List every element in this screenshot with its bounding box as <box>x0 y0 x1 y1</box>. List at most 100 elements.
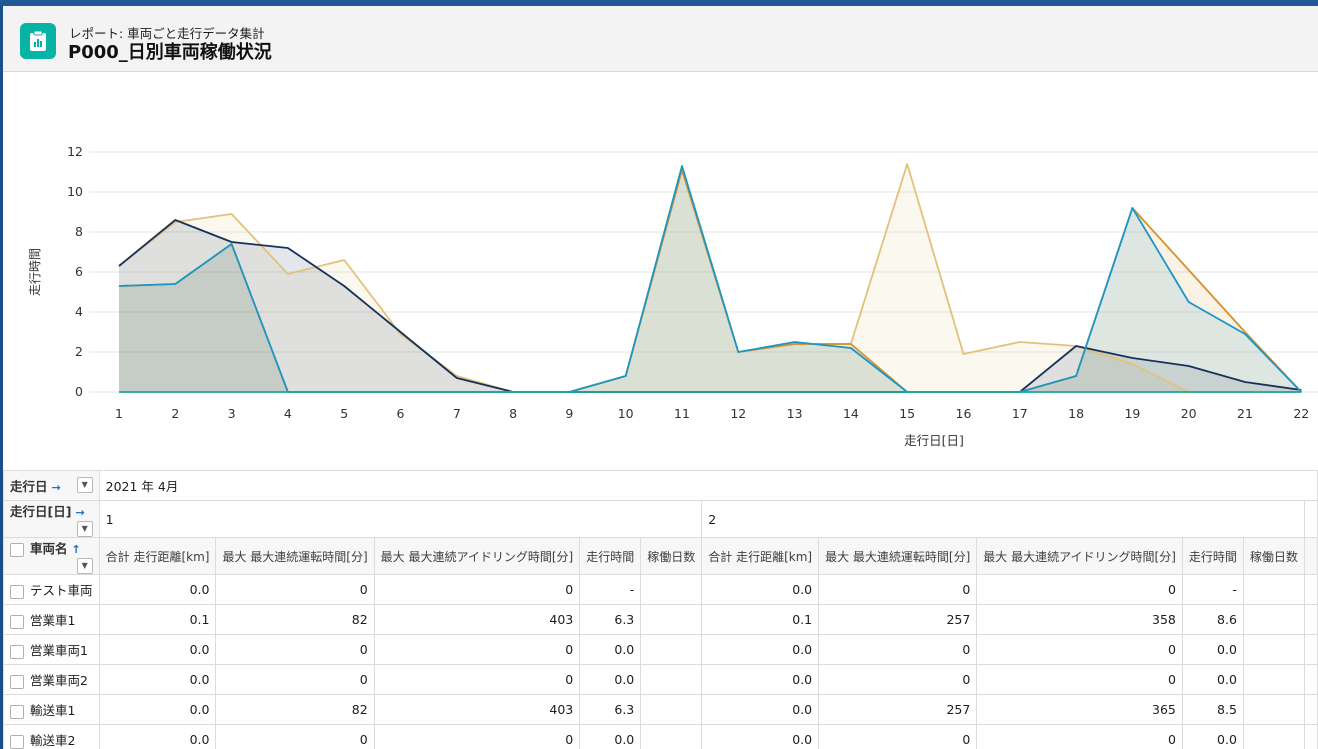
value-cell <box>640 634 703 665</box>
row-checkbox[interactable] <box>10 674 24 689</box>
x-tick-label: 4 <box>284 406 292 421</box>
value-cell: 365 <box>976 694 1183 725</box>
sort-up-icon[interactable]: ↑ <box>71 543 81 556</box>
value-cell-next <box>1303 664 1318 695</box>
x-tick-label: 5 <box>340 406 348 421</box>
row-name-cell[interactable]: テスト車両 <box>3 574 100 605</box>
row-name-cell[interactable]: 輸送車1 <box>3 694 100 725</box>
y-tick-label: 0 <box>75 384 83 399</box>
value-cell: 0 <box>818 724 978 749</box>
value-cell: 0.0 <box>701 634 820 665</box>
row-checkbox[interactable] <box>10 734 24 749</box>
table-body: テスト車両 0.0 0 0-0.0 0 0- 営業車1 0.1 82 403 6.3 0.1 257 35… <box>3 574 1318 749</box>
value-cell-next <box>1303 724 1318 749</box>
col-header-max-drive[interactable]: 最大 最大連続運転時間[分] <box>818 537 978 575</box>
value-cell: 0 <box>976 574 1183 605</box>
value-cell: 358 <box>976 604 1183 635</box>
col-header-days[interactable]: 稼働日数 <box>1242 537 1305 575</box>
table-row[interactable]: 輸送車1 0.0 82 403 6.3 0.0 257 365 8.5 <box>3 694 1318 725</box>
value-cell: 0.1 <box>701 604 820 635</box>
value-cell: 82 <box>215 604 375 635</box>
col-header-next <box>1303 537 1318 575</box>
col-header-drive-time[interactable]: 走行時間 <box>579 537 642 575</box>
x-tick-label: 7 <box>453 406 461 421</box>
chevron-down-icon[interactable]: ▼ <box>76 477 93 493</box>
value-cell: 6.3 <box>579 694 642 725</box>
x-tick-label: 22 <box>1293 406 1309 421</box>
x-tick-label: 11 <box>674 406 690 421</box>
group-row-date-header[interactable]: 走行日 → ▼ <box>3 470 100 501</box>
table-row[interactable]: 営業車両1 0.0 0 0 0.0 0.0 0 0 0.0 <box>3 634 1318 665</box>
x-tick-label: 20 <box>1181 406 1197 421</box>
name-column-header[interactable]: 車両名 ↑ ▼ <box>3 537 100 575</box>
x-tick-label: 14 <box>843 406 859 421</box>
x-tick-label: 21 <box>1237 406 1253 421</box>
value-cell <box>1242 664 1305 695</box>
value-cell: 0 <box>976 724 1183 749</box>
vehicle-name: 営業車1 <box>30 613 76 628</box>
value-cell: 0.0 <box>98 634 217 665</box>
value-cell: 8.5 <box>1181 694 1244 725</box>
vehicle-name: テスト車両 <box>30 583 93 598</box>
value-cell: 0.0 <box>579 724 642 749</box>
value-cell: - <box>1181 574 1244 605</box>
value-cell <box>640 664 703 695</box>
vehicle-name: 輸送車2 <box>30 733 76 748</box>
x-tick-label: 1 <box>115 406 123 421</box>
value-cell <box>640 604 703 635</box>
x-tick-label: 6 <box>397 406 405 421</box>
chart-area: 0 2 4 6 8 10 12 1 2 3 4 5 6 7 8 9 10 11 12 13 14 15 16 17 18 19 20… <box>3 72 1318 470</box>
chevron-down-icon[interactable]: ▼ <box>76 521 93 537</box>
col-header-days[interactable]: 稼働日数 <box>640 537 703 575</box>
group-row-day-header[interactable]: 走行日[日] → ▼ <box>3 500 100 538</box>
chevron-down-icon[interactable]: ▼ <box>76 558 93 574</box>
window-top-strip <box>0 0 1318 6</box>
row-name-cell[interactable]: 営業車両2 <box>3 664 100 695</box>
col-header-max-drive[interactable]: 最大 最大連続運転時間[分] <box>215 537 375 575</box>
table-row[interactable]: 営業車1 0.1 82 403 6.3 0.1 257 358 8.6 <box>3 604 1318 635</box>
row-checkbox[interactable] <box>10 584 24 599</box>
x-tick-label: 18 <box>1068 406 1084 421</box>
value-cell: 0.0 <box>98 694 217 725</box>
series-area <box>119 170 1302 392</box>
value-cell <box>1242 604 1305 635</box>
value-cell-next <box>1303 694 1318 725</box>
value-cell <box>1242 634 1305 665</box>
x-tick-label: 8 <box>509 406 517 421</box>
row-name-cell[interactable]: 輸送車2 <box>3 724 100 749</box>
x-tick-label: 16 <box>956 406 972 421</box>
row-checkbox[interactable] <box>10 644 24 659</box>
col-header-max-idle[interactable]: 最大 最大連続アイドリング時間[分] <box>373 537 581 575</box>
row-name-cell[interactable]: 営業車1 <box>3 604 100 635</box>
report-icon <box>20 23 56 59</box>
day-group-1: 1 <box>98 500 703 538</box>
value-cell: - <box>579 574 642 605</box>
col-header-max-idle[interactable]: 最大 最大連続アイドリング時間[分] <box>976 537 1183 575</box>
row-name-cell[interactable]: 営業車両1 <box>3 634 100 665</box>
table-row[interactable]: 営業車両2 0.0 0 0 0.0 0.0 0 0 0.0 <box>3 664 1318 695</box>
x-tick-label: 10 <box>618 406 634 421</box>
x-tick-label: 15 <box>899 406 915 421</box>
value-cell: 0.0 <box>1181 634 1244 665</box>
value-cell: 403 <box>373 604 581 635</box>
select-all-checkbox[interactable] <box>10 542 24 557</box>
value-cell: 0 <box>818 574 978 605</box>
col-header-distance[interactable]: 合計 走行距離[km] <box>98 537 217 575</box>
row-checkbox[interactable] <box>10 614 24 629</box>
table-row[interactable]: 輸送車2 0.0 0 0 0.0 0.0 0 0 0.0 <box>3 724 1318 749</box>
x-tick-label: 3 <box>228 406 236 421</box>
col-header-drive-time[interactable]: 走行時間 <box>1181 537 1244 575</box>
value-cell: 403 <box>373 694 581 725</box>
value-cell: 0.0 <box>579 634 642 665</box>
value-cell: 0.0 <box>98 724 217 749</box>
value-cell: 0 <box>373 664 581 695</box>
series-area <box>119 164 1302 392</box>
value-cell: 82 <box>215 694 375 725</box>
row-checkbox[interactable] <box>10 704 24 719</box>
table-row[interactable]: テスト車両 0.0 0 0-0.0 0 0- <box>3 574 1318 605</box>
name-header-label: 車両名 <box>30 541 68 556</box>
report-table: 走行日 → ▼ 2021 年 4月 走行日[日] → ▼ 1 2 車両名 ↑ ▼ 合計 走行… <box>3 470 1318 749</box>
col-header-distance[interactable]: 合計 走行距離[km] <box>701 537 820 575</box>
vehicle-name: 営業車両1 <box>30 643 88 658</box>
value-cell <box>640 694 703 725</box>
